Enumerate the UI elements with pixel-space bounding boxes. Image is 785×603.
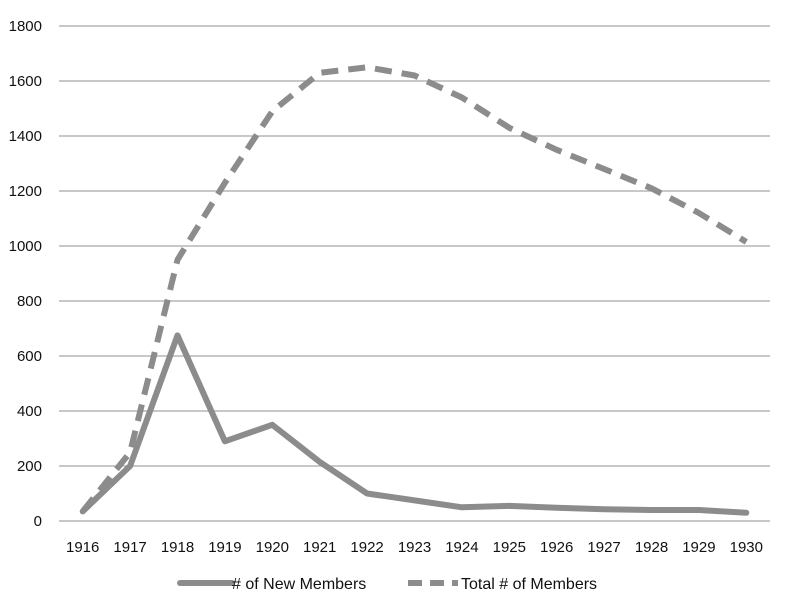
y-tick-label: 400 [17, 403, 42, 420]
y-tick-label: 0 [34, 513, 42, 530]
y-tick-label: 1600 [9, 73, 42, 90]
x-tick-label: 1930 [730, 539, 763, 556]
legend-label-total-members: Total # of Members [461, 576, 597, 593]
x-axis-ticks: 1916 1917 1918 1919 1920 1921 1922 1923 1924 1925… [66, 539, 763, 556]
x-tick-label: 1922 [350, 539, 383, 556]
series-lines [79, 64, 750, 516]
x-tick-label: 1927 [587, 539, 620, 556]
gridlines [59, 25, 770, 522]
y-tick-label: 1400 [9, 128, 42, 145]
x-tick-label: 1919 [208, 539, 241, 556]
y-tick-label: 600 [17, 348, 42, 365]
y-tick-label: 1000 [9, 238, 42, 255]
x-tick-label: 1923 [398, 539, 431, 556]
x-tick-label: 1921 [303, 539, 336, 556]
y-tick-label: 200 [17, 458, 42, 475]
x-tick-label: 1926 [540, 539, 573, 556]
series-line-total-members [80, 64, 748, 514]
legend-label-new-members: # of New Members [232, 576, 366, 593]
x-tick-label: 1929 [682, 539, 715, 556]
x-tick-label: 1928 [635, 539, 668, 556]
x-tick-label: 1920 [256, 539, 289, 556]
x-tick-label: 1925 [493, 539, 526, 556]
legend: # of New Members Total # of Members [177, 576, 597, 593]
x-tick-label: 1916 [66, 539, 99, 556]
x-tick-label: 1918 [161, 539, 194, 556]
y-tick-label: 1800 [9, 18, 42, 35]
x-tick-label: 1924 [445, 539, 478, 556]
series-line-new-members [79, 332, 750, 516]
y-tick-label: 800 [17, 293, 42, 310]
x-tick-label: 1917 [113, 539, 146, 556]
y-axis-ticks: 0 200 400 600 800 1000 1200 1400 1600 1800 [9, 18, 42, 530]
y-tick-label: 1200 [9, 183, 42, 200]
